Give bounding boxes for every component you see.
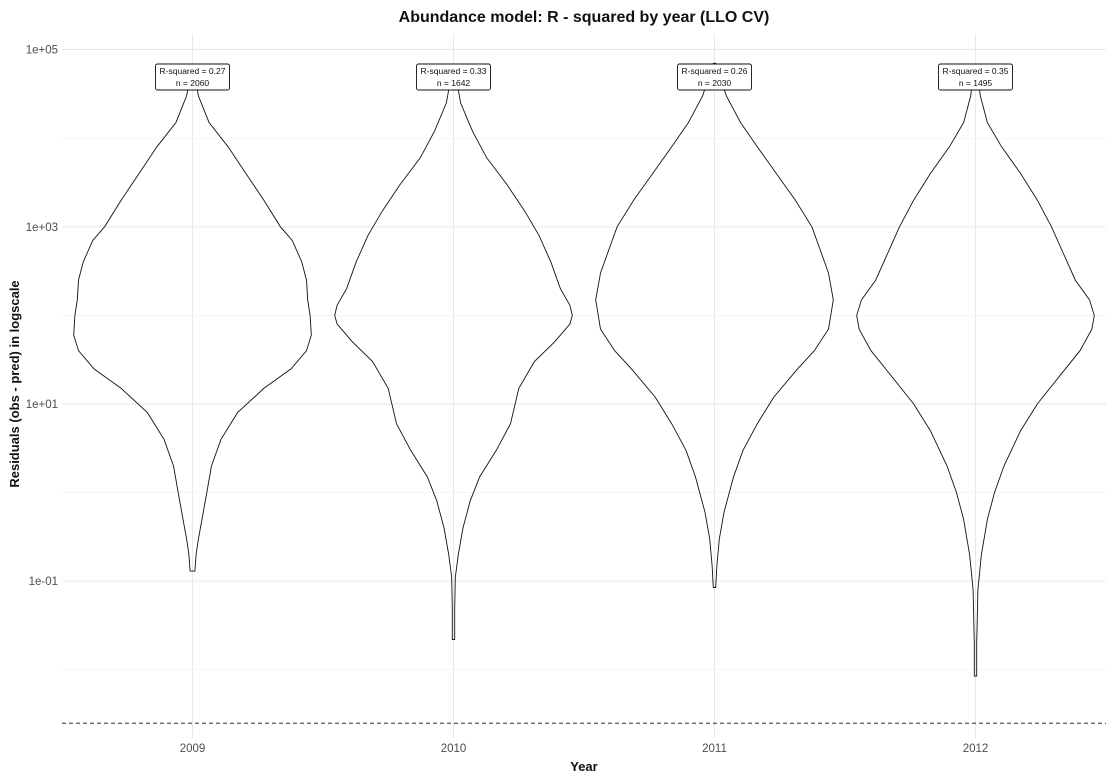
x-tick-label: 2011 [702,743,727,755]
y-tick-label: 1e+05 [26,45,58,57]
x-axis-title: Year [570,759,597,774]
x-tick-label: 2012 [963,743,989,755]
annotation-box [155,63,230,91]
annotation-layer: R-squared = 0.27 n = 2060 R-squared = 0.33… [155,63,1013,91]
x-tick-label: 2010 [441,743,467,755]
violin-2011 [595,62,834,588]
y-tick-label: 1e+01 [26,399,58,411]
grid-layer [62,34,1106,738]
y-axis-title: Residuals (obs - pred) in logscale [7,280,22,487]
annotation-2012: R-squared = 0.35 n = 1495 [938,63,1013,91]
annotation-2011: R-squared = 0.26 n = 2030 [677,63,752,91]
y-tick-label: 1e+03 [26,222,58,234]
n-label: n = 1642 [437,78,471,88]
annotation-box [677,63,752,91]
annotation-2009: R-squared = 0.27 n = 2060 [155,63,230,91]
x-axis-ticks: 2009 2010 2011 2012 [180,743,989,755]
n-label: n = 1495 [959,78,993,88]
chart-title: Abundance model: R - squared by year (LL… [399,9,770,26]
r-squared-label: R-squared = 0.35 [943,66,1009,76]
n-label: n = 2060 [176,78,210,88]
r-squared-label: R-squared = 0.26 [682,66,748,76]
n-label: n = 2030 [698,78,732,88]
annotation-box [416,63,491,91]
annotation-box [938,63,1013,91]
x-tick-label: 2009 [180,743,206,755]
violin-layer [73,62,1095,677]
annotation-2010: R-squared = 0.33 n = 1642 [416,63,491,91]
y-axis-ticks: 1e-01 1e+01 1e+03 1e+05 [26,45,58,589]
r-squared-label: R-squared = 0.27 [160,66,226,76]
r-squared-label: R-squared = 0.33 [421,66,487,76]
y-tick-label: 1e-01 [29,576,58,588]
